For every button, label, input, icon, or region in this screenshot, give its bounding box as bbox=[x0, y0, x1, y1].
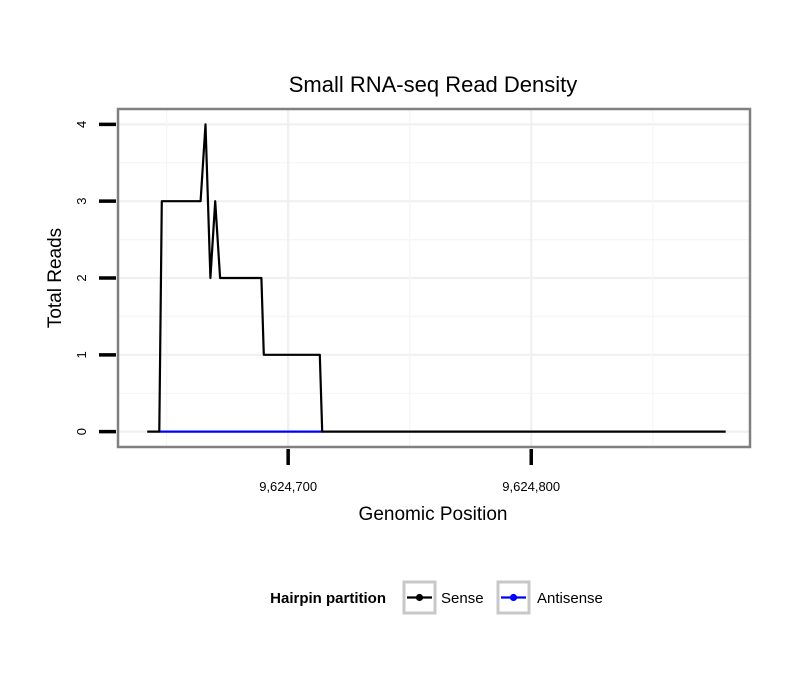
legend-marker-sense bbox=[415, 593, 424, 602]
legend-label-sense: Sense bbox=[441, 590, 484, 607]
x-axis-title: Genomic Position bbox=[359, 504, 508, 525]
legend-marker-antisense bbox=[509, 593, 518, 602]
y-tick-label: 3 bbox=[74, 198, 89, 205]
legend-label-antisense: Antisense bbox=[537, 590, 603, 607]
y-tick-label: 0 bbox=[74, 428, 89, 435]
y-tick-label: 2 bbox=[74, 274, 89, 281]
y-tick-label: 4 bbox=[74, 121, 89, 128]
plot-panel-border bbox=[116, 107, 752, 449]
x-tick-label: 9,624,700 bbox=[259, 479, 317, 494]
series-lines bbox=[147, 123, 726, 433]
legend-title: Hairpin partition bbox=[270, 590, 386, 607]
grid-lines bbox=[118, 109, 750, 447]
y-tick-label: 1 bbox=[74, 351, 89, 358]
x-axis: 9,624,700 9,624,800 bbox=[259, 449, 560, 494]
y-axis: 0 1 2 3 4 bbox=[74, 121, 116, 435]
x-tick-label: 9,624,800 bbox=[502, 479, 560, 494]
y-axis-title: Total Reads bbox=[45, 228, 66, 328]
legend: Hairpin partition Sense Antisense bbox=[270, 580, 603, 615]
chart-title: Small RNA-seq Read Density bbox=[289, 72, 578, 97]
series-line-sense bbox=[147, 123, 726, 433]
